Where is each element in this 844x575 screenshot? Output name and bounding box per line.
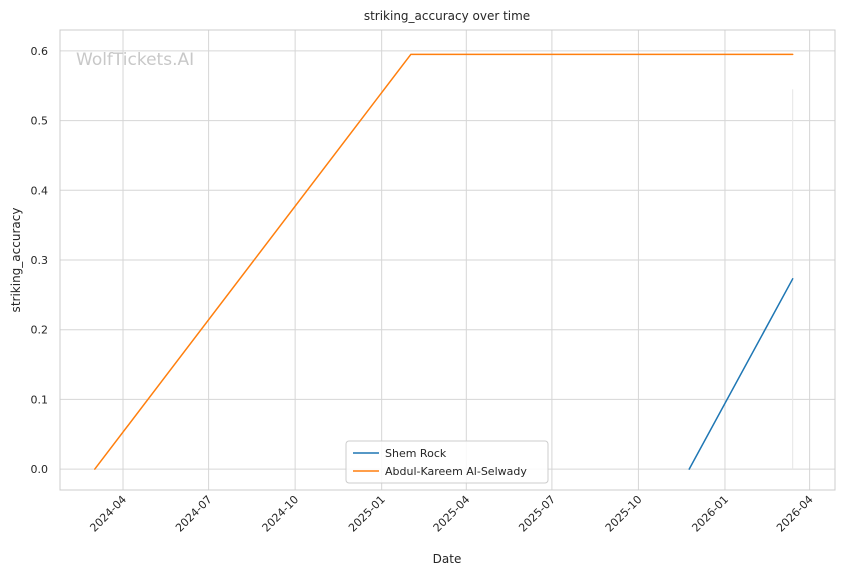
chart-title: striking_accuracy over time: [364, 9, 530, 23]
y-tick-label: 0.5: [31, 115, 49, 128]
x-tick-label: 2026-04: [774, 493, 816, 535]
legend-box: [345, 440, 549, 484]
x-axis-title: Date: [433, 552, 462, 566]
y-tick-label: 0.6: [31, 45, 49, 58]
y-tick-label: 0.2: [31, 324, 49, 337]
y-tick-labels: 0.0 0.1 0.2 0.3 0.4 0.5 0.6: [31, 45, 49, 476]
series-line-0: [688, 278, 794, 470]
grid: [60, 30, 835, 490]
legend-label-1: Abdul-Kareem Al-Selwady: [385, 465, 527, 478]
y-axis-title: striking_accuracy: [9, 208, 23, 313]
y-tick-label: 0.3: [31, 254, 49, 267]
series-layer: [94, 53, 794, 470]
legend: Shem Rock Abdul-Kareem Al-Selwady: [345, 440, 549, 484]
x-tick-labels: 2024-04 2024-07 2024-10 2025-01 2025-04 2025-…: [87, 493, 815, 535]
y-tick-label: 0.4: [31, 184, 49, 197]
x-tick-label: 2026-01: [689, 493, 731, 535]
plot-frame: [59, 29, 836, 491]
legend-label-0: Shem Rock: [385, 447, 447, 460]
x-tick-label: 2025-10: [603, 493, 645, 535]
y-tick-label: 0.1: [31, 393, 49, 406]
x-tick-label: 2025-01: [346, 493, 388, 535]
x-tick-label: 2024-10: [260, 493, 302, 535]
legend-items: Shem Rock Abdul-Kareem Al-Selwady: [353, 447, 527, 478]
x-tick-label: 2024-07: [173, 493, 215, 535]
watermark: WolfTickets.AI: [76, 50, 194, 70]
x-tick-label: 2025-04: [431, 493, 473, 535]
series-line-1: [94, 53, 794, 470]
x-tick-label: 2024-04: [87, 493, 129, 535]
y-tick-label: 0.0: [31, 463, 49, 476]
x-tick-label: 2025-07: [516, 493, 558, 535]
